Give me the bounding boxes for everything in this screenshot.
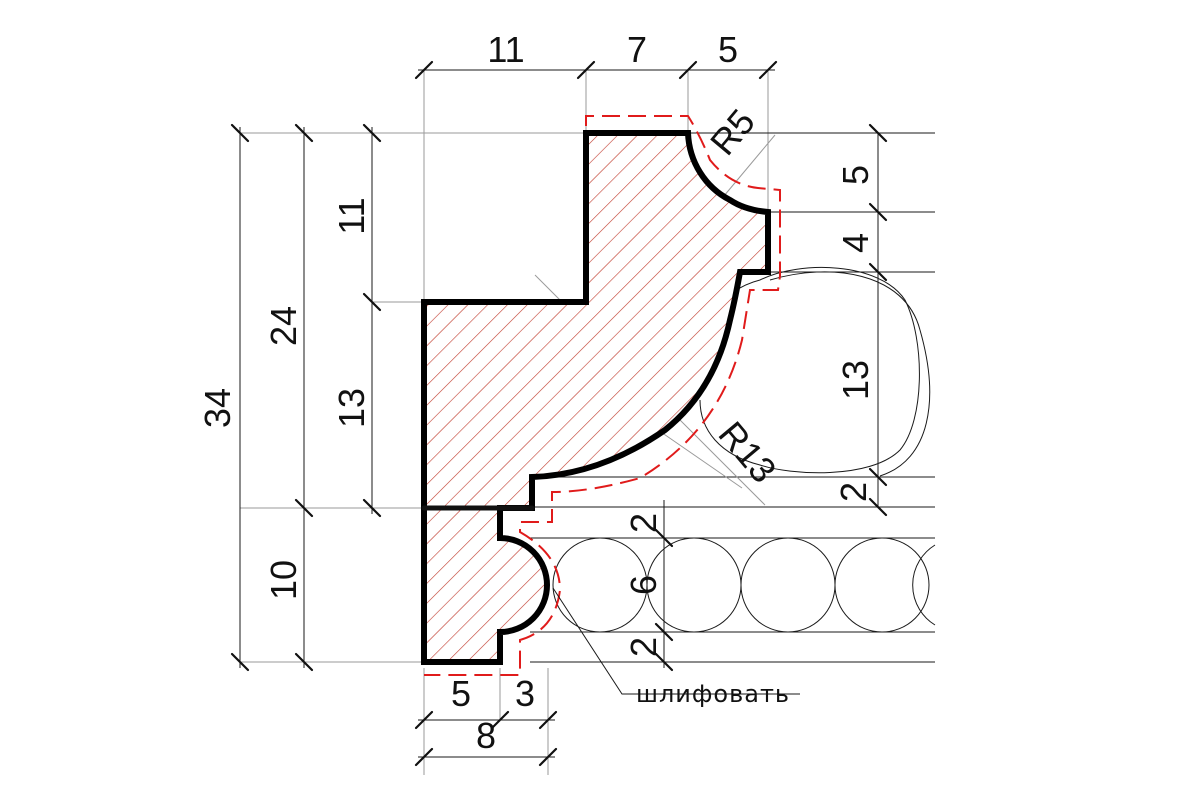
- dim-right-5: 5: [835, 165, 876, 185]
- dim-radius-large: R13: [711, 413, 785, 490]
- dim-left-34: 34: [197, 388, 238, 428]
- left-dimension-24: [294, 123, 314, 518]
- bead-dimension-line: [654, 500, 674, 672]
- dim-bead-2-top: 2: [623, 513, 664, 533]
- dim-right-4: 4: [835, 233, 876, 253]
- dim-top-11: 11: [487, 29, 524, 70]
- right-horizontal-lines: [424, 132, 935, 663]
- sanding-note: шлифовать: [636, 680, 790, 708]
- left-dimension-34: [230, 123, 250, 672]
- dim-bead-2-bottom: 2: [623, 637, 664, 657]
- bottom-dimension-lines: [414, 710, 558, 767]
- molding-cross-section: [421, 130, 771, 665]
- dim-right-2: 2: [833, 482, 874, 502]
- dim-left-13: 13: [331, 388, 372, 428]
- dim-top-7: 7: [627, 29, 647, 70]
- right-dimension-ticks: [868, 123, 888, 517]
- dim-bottom-5: 5: [451, 673, 471, 714]
- dim-top-5: 5: [718, 29, 738, 70]
- dim-left-11: 11: [331, 197, 372, 234]
- left-dimension-10: [294, 514, 314, 672]
- dim-left-10: 10: [263, 560, 304, 600]
- dim-right-13: 13: [835, 360, 876, 400]
- dim-radius-small: R5: [702, 101, 763, 163]
- dim-bottom-3: 3: [515, 673, 535, 714]
- left-dimension-11-13: [362, 123, 382, 518]
- dim-bead-6: 6: [623, 575, 664, 595]
- sanding-line: [424, 115, 781, 676]
- dim-left-24: 24: [263, 306, 304, 346]
- note-leader: [552, 587, 800, 695]
- bead-circles: [552, 537, 936, 633]
- dim-bottom-8: 8: [476, 715, 496, 756]
- top-dimension-line: [414, 60, 778, 80]
